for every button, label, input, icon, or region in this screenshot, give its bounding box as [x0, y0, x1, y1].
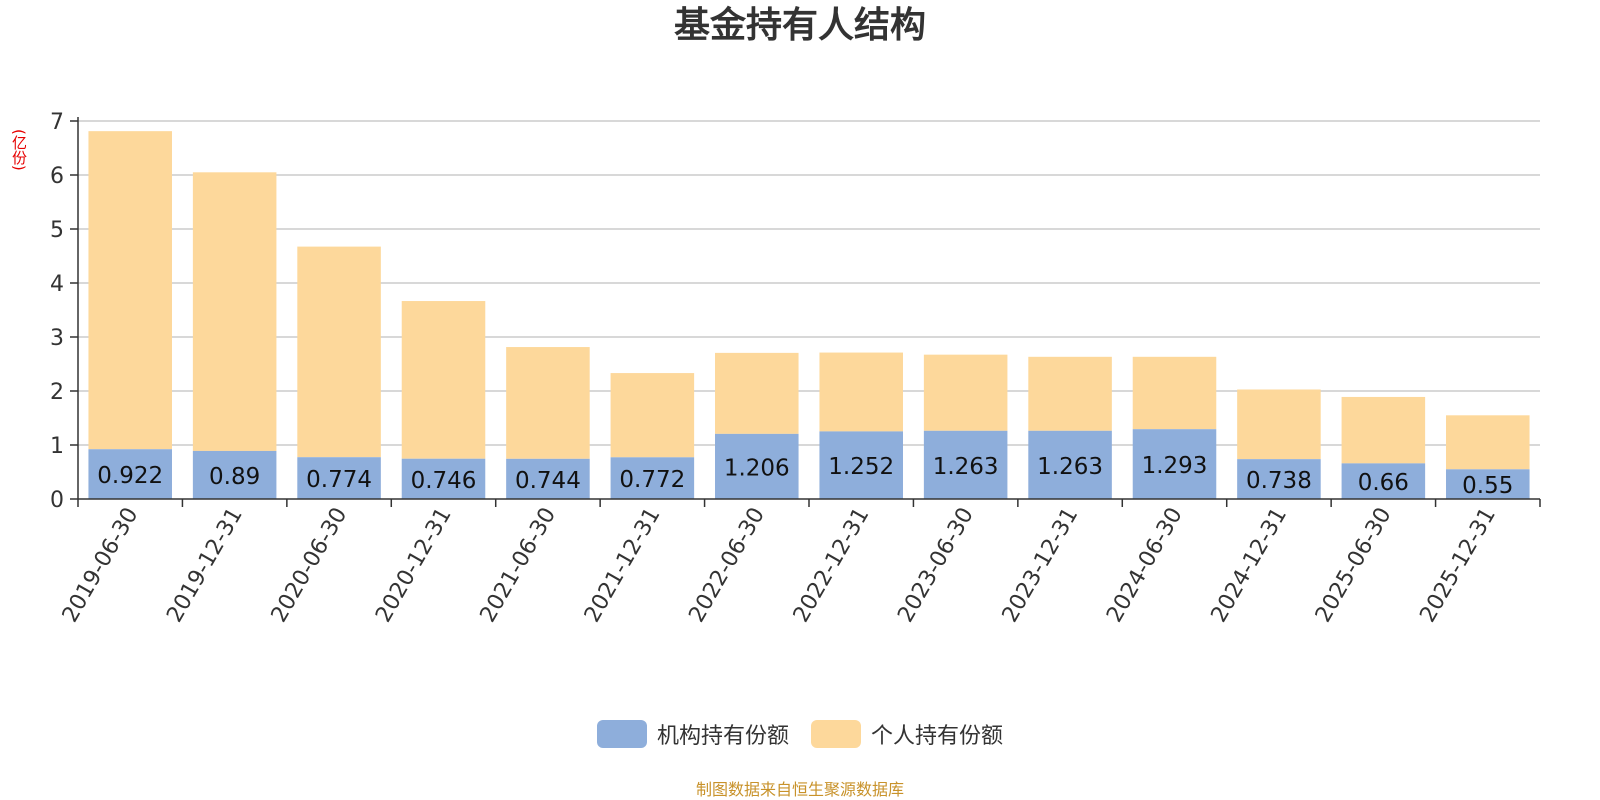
data-label-institutional: 0.55	[1462, 473, 1513, 499]
bar-institutional	[1028, 430, 1112, 499]
bar-individual	[1341, 396, 1426, 464]
bar-individual	[1237, 389, 1321, 460]
bar-institutional	[1237, 459, 1321, 499]
x-tick-label: 2022-12-31	[789, 504, 875, 627]
x-tick-label: 2019-12-31	[162, 504, 248, 627]
bar-individual	[192, 172, 277, 451]
source-note: 制图数据来自恒生聚源数据库	[695, 780, 904, 799]
bar-individual	[401, 301, 486, 459]
data-label-institutional: 1.293	[1142, 453, 1208, 479]
bar-institutional	[401, 458, 486, 499]
bar-individual	[297, 246, 381, 458]
data-label-institutional: 0.772	[619, 467, 685, 493]
x-tick-label: 2019-06-30	[58, 504, 144, 627]
bar-individual	[1028, 356, 1112, 431]
bar-institutional	[923, 430, 1008, 499]
x-tick-label: 2023-06-30	[893, 503, 979, 626]
legend-swatch-institutional	[596, 720, 647, 748]
legend-item-institutional[interactable]: 机构持有份额	[596, 718, 789, 750]
data-label-institutional: 0.922	[97, 463, 163, 489]
bar-individual	[506, 347, 590, 459]
bar-institutional	[1341, 463, 1426, 499]
y-tick-label: 7	[50, 110, 64, 135]
data-label-institutional: 0.744	[515, 468, 581, 494]
y-tick-label: 2	[50, 380, 64, 405]
x-tick-label: 2020-12-31	[371, 504, 457, 627]
x-tick-label: 2023-12-31	[998, 504, 1084, 627]
data-label-institutional: 0.738	[1246, 468, 1312, 494]
data-label-institutional: 1.206	[724, 455, 790, 481]
bar-institutional	[715, 433, 799, 499]
data-label-institutional: 1.263	[1037, 454, 1103, 480]
x-tick-label: 2021-06-30	[476, 504, 562, 627]
y-tick-label: 3	[50, 326, 64, 351]
bar-institutional	[88, 449, 172, 499]
bar-individual	[1446, 415, 1530, 470]
bar-institutional	[506, 458, 590, 499]
y-tick-label: 6	[50, 164, 64, 189]
chart-title: 基金持有人结构	[673, 5, 926, 46]
legend-item-individual[interactable]: 个人持有份额	[811, 718, 1003, 750]
bar-institutional	[297, 457, 381, 499]
y-tick-label: 1	[50, 434, 64, 459]
x-tick-label: 2025-12-31	[1415, 504, 1501, 627]
x-tick-label: 2024-06-30	[1102, 504, 1188, 627]
data-label-institutional: 0.89	[209, 464, 260, 490]
bar-individual	[1132, 356, 1217, 430]
data-label-institutional: 0.746	[411, 468, 477, 494]
y-tick-label: 5	[50, 218, 64, 243]
x-tick-label: 2020-06-30	[267, 504, 353, 627]
y-tick-label: 0	[50, 488, 64, 513]
data-label-institutional: 1.252	[828, 454, 894, 480]
bar-institutional	[1446, 469, 1530, 499]
chart-legend: 机构持有份额 个人持有份额	[0, 718, 1600, 750]
legend-swatch-individual	[811, 720, 861, 748]
x-tick-label: 2025-06-30	[1311, 504, 1397, 627]
legend-label-institutional: 机构持有份额	[656, 724, 789, 749]
bar-institutional	[819, 431, 903, 499]
y-tick-label: 4	[50, 272, 64, 297]
bar-individual	[715, 352, 799, 434]
bar-institutional	[192, 450, 277, 499]
y-axis-unit: (亿份)	[10, 129, 28, 171]
legend-label-individual: 个人持有份额	[871, 724, 1004, 749]
x-tick-label: 2024-12-31	[1207, 504, 1293, 627]
data-label-institutional: 0.774	[306, 467, 372, 493]
data-label-institutional: 1.263	[933, 454, 999, 480]
x-tick-label: 2021-12-31	[580, 504, 666, 627]
bar-individual	[819, 352, 903, 432]
bar-institutional	[1132, 429, 1217, 499]
x-tick-label: 2022-06-30	[684, 504, 770, 627]
bar-individual	[88, 131, 172, 450]
data-label-institutional: 0.66	[1358, 470, 1409, 496]
bar-individual	[923, 354, 1008, 431]
bar-individual	[610, 373, 695, 458]
bar-institutional	[610, 457, 695, 499]
